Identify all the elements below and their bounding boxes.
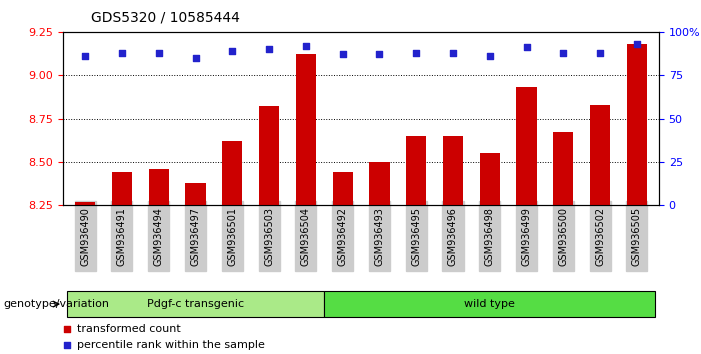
Point	[264, 141, 275, 146]
Bar	[222, 141, 243, 205]
Point	[632, 41, 643, 47]
Point	[226, 48, 238, 54]
Bar	[75, 202, 95, 205]
Bar	[259, 107, 279, 205]
Point	[264, 46, 275, 52]
Bar	[479, 153, 500, 205]
Bar	[149, 169, 169, 205]
Bar	[590, 105, 610, 205]
Text: wild type: wild type	[464, 299, 515, 309]
Point	[521, 45, 532, 50]
Point	[374, 52, 385, 57]
Point	[447, 50, 458, 56]
Bar	[406, 136, 426, 205]
Bar	[325, 291, 655, 317]
Point	[411, 50, 422, 56]
Text: percentile rank within the sample: percentile rank within the sample	[77, 340, 265, 350]
Point	[116, 50, 128, 56]
Text: Pdgf-c transgenic: Pdgf-c transgenic	[147, 299, 244, 309]
Point	[337, 52, 348, 57]
Text: genotype/variation: genotype/variation	[4, 299, 109, 309]
Text: transformed count: transformed count	[77, 324, 181, 334]
Point	[79, 53, 90, 59]
Bar	[553, 132, 573, 205]
Bar	[332, 172, 353, 205]
Bar	[517, 87, 537, 205]
Point	[558, 50, 569, 56]
Bar	[185, 183, 205, 205]
Text: GDS5320 / 10585444: GDS5320 / 10585444	[91, 11, 240, 25]
Bar	[112, 172, 132, 205]
Bar	[369, 162, 390, 205]
Point	[264, 282, 275, 288]
Point	[190, 55, 201, 61]
Bar	[443, 136, 463, 205]
Bar	[627, 44, 647, 205]
Point	[594, 50, 606, 56]
Bar	[67, 291, 325, 317]
Point	[153, 50, 164, 56]
Point	[484, 53, 496, 59]
Bar	[296, 55, 316, 205]
Point	[300, 43, 311, 48]
